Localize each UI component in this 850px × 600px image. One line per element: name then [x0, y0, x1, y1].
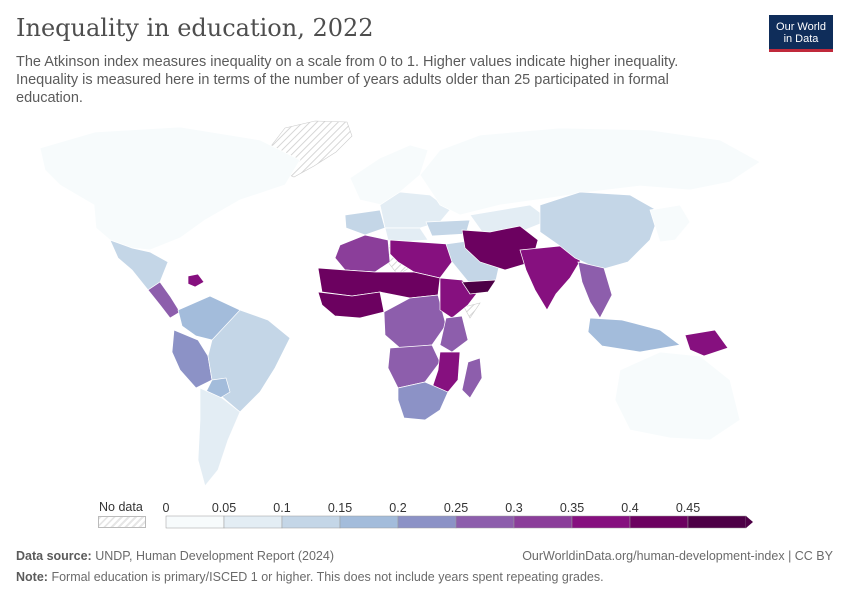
region-central-africa[interactable]: [383, 294, 447, 349]
data-source-text[interactable]: UNDP, Human Development Report (2024): [95, 549, 334, 563]
legend-tick-label: 0.4: [621, 501, 638, 515]
region-angola[interactable]: [387, 344, 441, 389]
region-maghreb[interactable]: [334, 234, 391, 273]
legend-tick-label: 0.1: [273, 501, 290, 515]
legend-swatch: [339, 515, 399, 529]
footnote: Note: Formal education is primary/ISCED …: [16, 570, 604, 584]
region-southern-africa[interactable]: [397, 381, 449, 421]
region-east-africa[interactable]: [439, 315, 469, 353]
source-url[interactable]: OurWorldinData.org/human-development-ind…: [522, 549, 833, 563]
region-mediterranean-europe[interactable]: [384, 227, 429, 243]
region-russia[interactable]: [419, 127, 761, 216]
region-somalia[interactable]: [463, 302, 481, 319]
legend-swatch: [223, 515, 283, 529]
owid-logo[interactable]: Our World in Data: [769, 15, 833, 52]
logo-line-1: Our World: [776, 21, 826, 33]
data-source: Data source: UNDP, Human Development Rep…: [16, 549, 334, 563]
legend-swatch: [397, 515, 457, 529]
legend-tick-label: 0.15: [328, 501, 352, 515]
legend-swatch: [165, 515, 225, 529]
legend-arrow: [746, 516, 753, 528]
region-yemen[interactable]: [461, 279, 497, 295]
region-central-america[interactable]: [147, 281, 181, 319]
region-indonesia-philippines[interactable]: [587, 317, 681, 353]
legend-tick-label: 0.25: [444, 501, 468, 515]
legend-tick-label: 0: [163, 501, 170, 515]
note-text: Formal education is primary/ISCED 1 or h…: [51, 570, 604, 584]
logo-line-2: in Data: [783, 33, 819, 45]
legend-tick-label: 0.2: [389, 501, 406, 515]
region-iberia-france[interactable]: [344, 209, 386, 236]
legend-swatch: [687, 515, 747, 529]
region-east-asia[interactable]: [649, 204, 691, 243]
legend-tick-label: 0.45: [676, 501, 700, 515]
region-andes[interactable]: [171, 329, 213, 389]
legend-no-data-swatch: [98, 516, 146, 528]
legend-swatch: [281, 515, 341, 529]
legend-tick-label: 0.3: [505, 501, 522, 515]
legend-color-scale: 0 0.05 0.1 0.15 0.2 0.25 0.3 0.35 0.4 0.45: [163, 501, 753, 529]
region-madagascar[interactable]: [461, 357, 483, 399]
legend-no-data-label: No data: [99, 500, 143, 514]
legend-swatch: [571, 515, 631, 529]
legend-swatch: [513, 515, 573, 529]
legend-swatch: [629, 515, 689, 529]
region-caribbean[interactable]: [187, 273, 205, 288]
region-southern-cone[interactable]: [197, 387, 241, 487]
world-map[interactable]: [0, 112, 850, 492]
region-mainland-southeast-asia[interactable]: [577, 261, 613, 319]
region-west-africa[interactable]: [317, 291, 385, 319]
region-china[interactable]: [539, 191, 661, 271]
data-source-label: Data source:: [16, 549, 92, 563]
chart-subtitle: The Atkinson index measures inequality o…: [16, 54, 679, 106]
region-papua-new-guinea[interactable]: [684, 329, 729, 357]
note-label: Note:: [16, 570, 48, 584]
region-australia-nz[interactable]: [614, 351, 741, 441]
region-north-america[interactable]: [39, 126, 301, 251]
region-paraguay[interactable]: [205, 377, 231, 399]
legend-tick-label: 0.05: [212, 501, 236, 515]
legend-swatch: [455, 515, 515, 529]
chart-title: Inequality in education, 2022: [16, 14, 374, 42]
legend-tick-label: 0.35: [560, 501, 584, 515]
